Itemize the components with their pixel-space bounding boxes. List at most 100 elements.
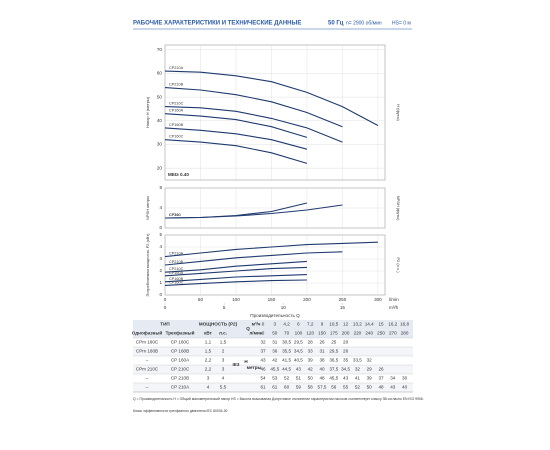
head-value: 32 (367, 358, 373, 363)
curve (164, 106, 343, 143)
q-lmin: 175 (330, 331, 338, 336)
head-value: 39 (367, 376, 373, 381)
y-tick-label: 4 (159, 244, 162, 249)
head-value: 55 (343, 385, 349, 390)
q-m3h: 15 (378, 322, 384, 327)
head-value: 52 (355, 385, 361, 390)
head-value: 56 (331, 385, 337, 390)
head-value: 35 (343, 358, 349, 363)
x-tick-label: 300 (374, 297, 382, 302)
head-value: 39 (308, 358, 314, 363)
head-value: 44,5 (282, 367, 291, 372)
table-header: л/мин (249, 331, 262, 336)
head-value: 32 (260, 340, 266, 345)
x-tick-label: 50 (198, 297, 204, 302)
curve (164, 251, 343, 266)
q-lmin: 0 (262, 331, 265, 336)
head-value: 53 (272, 376, 278, 381)
x2-tick-label: 5 (223, 305, 226, 310)
head-value: 38 (319, 358, 325, 363)
head-value: 30,5 (282, 340, 291, 345)
table-header: Однофазный (132, 330, 163, 336)
y-tick-label: 30 (157, 142, 163, 147)
head-value: 50 (367, 385, 373, 390)
y-axis-label: NPSH метры (145, 196, 150, 220)
head-value: 43 (296, 367, 302, 372)
q-m3h: 16,8 (400, 322, 409, 327)
table-cell: 3 (222, 358, 225, 363)
x2-tick-label: 0 (164, 305, 167, 310)
table-cell: CP 210C (171, 367, 190, 372)
curve (164, 241, 378, 258)
q-m3h: 12 (343, 322, 349, 327)
curve-label: CP210 (169, 213, 181, 217)
q-lmin: 250 (377, 331, 385, 336)
curve-label: CP160 (169, 213, 181, 217)
head-value: 28 (308, 340, 314, 345)
head-value: 26 (343, 349, 349, 354)
table-cell: 4 (207, 385, 210, 390)
curve (164, 279, 307, 286)
q-lmin: 280 (401, 331, 409, 336)
y-tick-label: 0 (159, 225, 162, 230)
head-value: 36 (272, 349, 278, 354)
table-cell: 1,5 (220, 340, 227, 345)
head-value: 34 (390, 376, 396, 381)
head-value: 43 (343, 376, 349, 381)
y2-axis-label: P2 (л.с.) (396, 257, 401, 273)
table-cell: – (146, 358, 149, 363)
x2-tick-label: 10 (281, 305, 287, 310)
table-header: Трехфазный (166, 330, 195, 336)
table-cell: 4 (222, 376, 225, 381)
curve-label: CP210A (169, 252, 184, 256)
curve (164, 127, 308, 150)
table-cell: – (146, 376, 149, 381)
table-cell: CP 160A (171, 358, 190, 363)
table-cell: CPm 160C (136, 340, 159, 345)
table-cell: CPm 210C (136, 367, 159, 372)
table-head-bg (133, 320, 413, 338)
table-header: Q (246, 326, 250, 331)
page-title: РАБОЧИЕ ХАРАКТЕРИСТИКИ И ТЕХНИЧЕСКИЕ ДАН… (133, 21, 301, 27)
q-lmin: 100 (295, 331, 303, 336)
table-cell: CP 210B (171, 376, 189, 381)
head-value: 54 (260, 376, 266, 381)
head-value: 37 (260, 349, 266, 354)
head-value: 61 (260, 385, 266, 390)
head-value: 37,5 (329, 367, 338, 372)
speed: n= 2900 об/мин (346, 20, 382, 26)
curve (164, 274, 307, 283)
table-cell: 5,5 (220, 385, 227, 390)
q-lmin: 270 (389, 331, 397, 336)
table-cell: – (146, 385, 149, 390)
curve (164, 139, 308, 164)
q-m3h: 16,2 (388, 322, 397, 327)
x-axis-label: Производительность Q (250, 313, 300, 318)
head-value: 20 (343, 340, 349, 345)
y-tick-label: 0 (159, 292, 162, 297)
y-tick-label: 2 (159, 268, 162, 273)
q-m3h: 0 (262, 322, 265, 327)
y-tick-label: 70 (157, 47, 163, 52)
x-tick-label: 250 (339, 297, 347, 302)
head-value: 35,5 (282, 349, 291, 354)
head-value: 30 (402, 376, 408, 381)
curve-label: CP210B (169, 83, 184, 87)
head-value: 42 (272, 358, 278, 363)
head-value: 26 (319, 340, 325, 345)
q-lmin: 220 (354, 331, 362, 336)
curve-label: CP210A (169, 66, 184, 70)
curve-label: CP160C (169, 280, 184, 284)
table-header: л.с. (219, 331, 227, 336)
head-value: 40 (402, 385, 408, 390)
y-tick-label: 40 (157, 118, 163, 123)
y2-axis-label: NPSH (футы) (396, 196, 401, 222)
x-tick-label: 200 (303, 297, 311, 302)
curve-label: CP160B (169, 123, 184, 127)
head-value: 29 (367, 367, 373, 372)
curve (164, 70, 379, 126)
table-cell: CP 160C (171, 340, 190, 345)
head-value: 43 (260, 358, 266, 363)
y-axis-label: Напор H (метры) (145, 96, 150, 128)
head-value: 33 (308, 349, 314, 354)
